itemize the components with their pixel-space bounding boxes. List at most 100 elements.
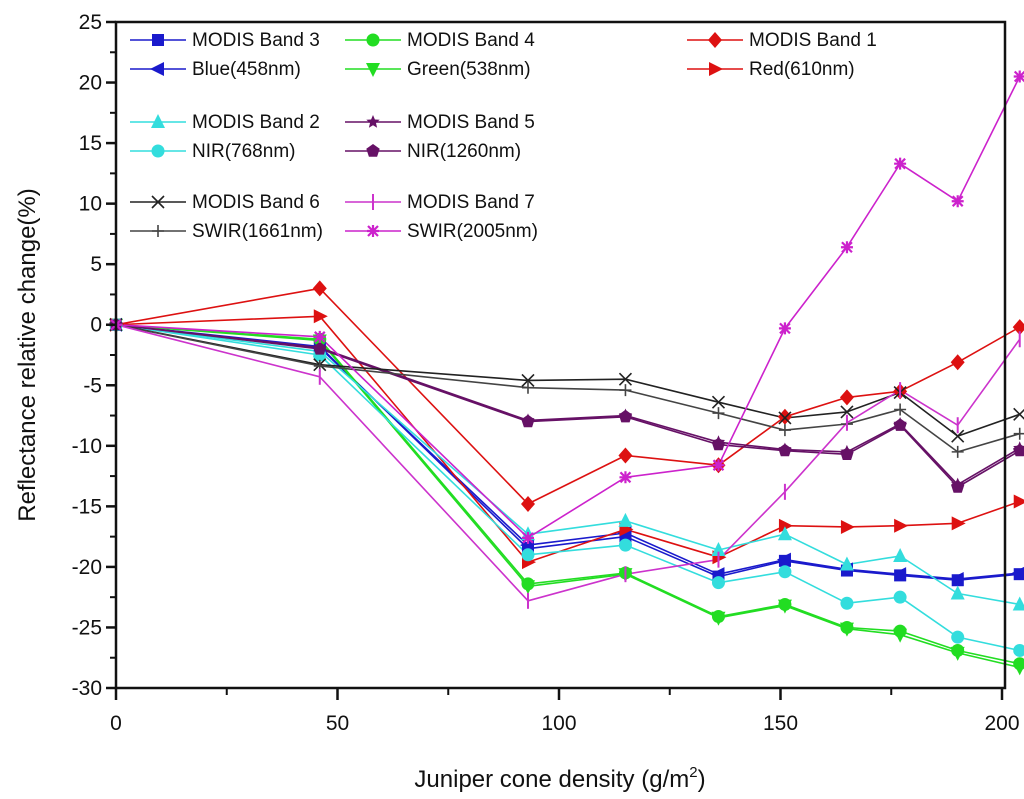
series-line-2 — [115, 323, 1020, 665]
legend-label: MODIS Band 1 — [749, 30, 877, 51]
data-point — [893, 590, 907, 604]
legend-item: MODIS Band 5 — [345, 112, 535, 133]
data-point — [521, 381, 534, 394]
data-point — [1012, 661, 1024, 676]
x-axis-title-main: Juniper cone density (g/m — [414, 766, 689, 793]
y-tick-label: 5 — [90, 253, 102, 276]
data-point — [521, 414, 535, 428]
series-line-3 — [115, 323, 1020, 669]
series-line-12 — [115, 323, 1021, 602]
data-point — [313, 330, 326, 343]
data-point — [1012, 596, 1024, 611]
y-axis-title: Reflectance relative change(%) — [14, 188, 41, 522]
data-point — [711, 541, 726, 556]
data-point — [777, 526, 792, 541]
data-point — [840, 241, 853, 254]
x-tick-label: 200 — [984, 712, 1019, 735]
y-tick-label: 10 — [79, 193, 102, 216]
data-point — [778, 322, 791, 335]
legend-marker — [152, 225, 164, 237]
data-point — [951, 445, 964, 458]
y-tick-label: -25 — [72, 616, 102, 639]
legend-item: SWIR(2005nm) — [345, 221, 538, 242]
data-point — [520, 495, 535, 512]
legend-item: MODIS Band 3 — [130, 30, 320, 51]
data-point — [1013, 407, 1024, 421]
data-point — [951, 516, 966, 531]
data-point — [712, 459, 725, 472]
legend-marker — [708, 32, 722, 48]
legend-label: MODIS Band 5 — [407, 112, 535, 133]
legend-item: MODIS Band 2 — [130, 112, 320, 133]
series-line-4 — [115, 287, 1021, 505]
data-point — [1011, 566, 1024, 580]
legend-label: Blue(458nm) — [192, 59, 301, 80]
legend-item: MODIS Band 1 — [687, 30, 877, 51]
data-point — [893, 548, 908, 563]
y-tick-label: -10 — [72, 435, 102, 458]
x-axis-title-end: ) — [698, 766, 706, 793]
data-point — [778, 565, 792, 579]
legend-label: MODIS Band 6 — [192, 192, 320, 213]
data-point — [313, 341, 327, 355]
data-point — [893, 418, 907, 431]
legend-label: NIR(768nm) — [192, 141, 295, 162]
data-point — [839, 389, 854, 406]
data-point — [951, 480, 965, 493]
data-point — [950, 354, 965, 371]
data-point — [1013, 494, 1024, 509]
x-tick-label: 100 — [541, 712, 576, 735]
data-point — [618, 372, 633, 386]
legend-item: Blue(458nm) — [130, 59, 301, 80]
legend-label: SWIR(1661nm) — [192, 221, 323, 242]
data-point — [618, 538, 632, 552]
y-tick-label: -15 — [72, 495, 102, 518]
data-point — [778, 411, 792, 425]
legend-item: Green(538nm) — [345, 59, 531, 80]
legend-item: MODIS Band 4 — [345, 30, 535, 51]
data-point — [778, 518, 793, 533]
legend-label: MODIS Band 2 — [192, 112, 320, 133]
legend-marker — [152, 34, 164, 46]
data-point — [618, 447, 633, 464]
data-point — [950, 646, 965, 661]
legend-item: NIR(768nm) — [130, 141, 295, 162]
data-point — [521, 373, 535, 387]
data-point — [711, 611, 726, 626]
series-line-10 — [115, 323, 1020, 437]
data-point — [778, 424, 791, 437]
series-line-13 — [115, 76, 1021, 539]
data-point — [1013, 643, 1024, 657]
data-point — [839, 622, 854, 637]
data-point — [840, 519, 855, 534]
legend-marker — [709, 62, 723, 76]
legend-marker — [366, 144, 380, 157]
data-point — [711, 395, 726, 409]
x-tick-label: 0 — [110, 712, 122, 735]
data-point — [711, 576, 725, 590]
data-point — [312, 280, 327, 297]
x-axis-title-sup: 2 — [689, 764, 697, 781]
legend-label: SWIR(2005nm) — [407, 221, 538, 242]
y-tick-label: 20 — [79, 72, 102, 95]
legend-label: MODIS Band 3 — [192, 30, 320, 51]
data-point — [894, 157, 907, 170]
legend-item: NIR(1260nm) — [345, 141, 521, 162]
data-point — [840, 447, 854, 460]
legend-label: MODIS Band 4 — [407, 30, 535, 51]
data-point — [619, 471, 632, 484]
legend-item: SWIR(1661nm) — [130, 221, 323, 242]
series-line-8 — [115, 323, 1021, 486]
legend-marker — [367, 225, 379, 237]
series-line-6 — [115, 323, 1020, 606]
data-point — [1013, 443, 1024, 457]
data-point — [521, 531, 534, 544]
y-axis: 25 20 15 10 5 0 -5 -10 -15 -20 -25 -30 — [72, 11, 116, 700]
data-point — [778, 443, 792, 457]
data-point — [894, 403, 907, 416]
legend-item: MODIS Band 6 — [130, 192, 320, 213]
data-point — [893, 628, 908, 643]
plot-markers — [108, 70, 1024, 676]
data-point — [521, 548, 535, 562]
